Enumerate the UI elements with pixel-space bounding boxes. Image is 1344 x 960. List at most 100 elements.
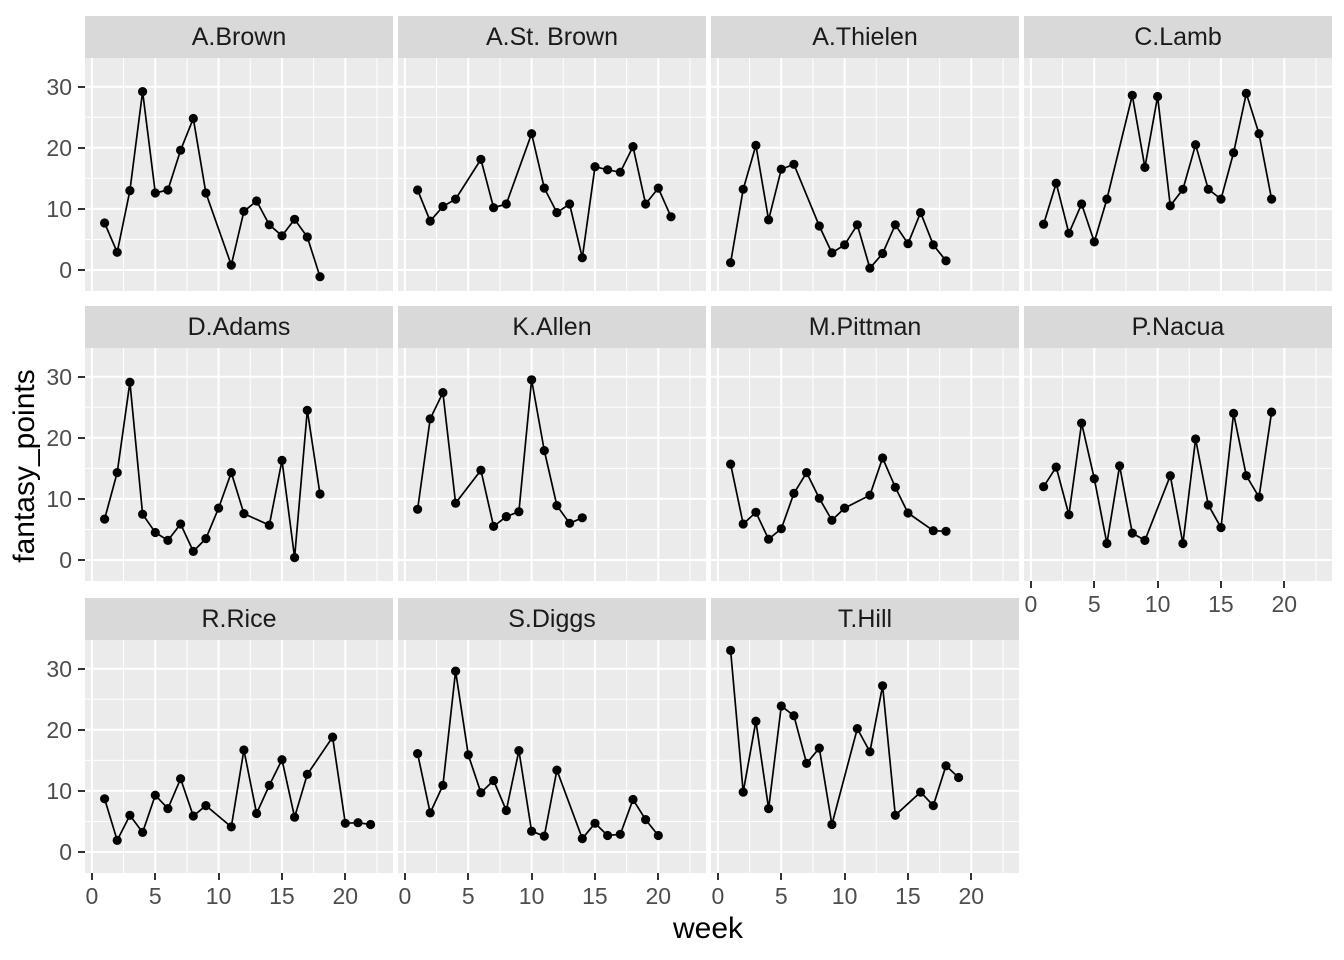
data-point <box>577 253 587 263</box>
data-point <box>751 507 761 517</box>
data-point <box>903 239 913 249</box>
data-point <box>1216 194 1226 204</box>
data-point <box>1229 408 1239 418</box>
data-point <box>163 535 173 545</box>
facet-strip-label: M.Pittman <box>711 306 1019 348</box>
data-point <box>138 509 148 519</box>
data-point <box>552 501 562 511</box>
data-point <box>1064 228 1074 238</box>
data-point <box>264 220 274 230</box>
data-point <box>112 247 122 257</box>
y-tick-label: 10 <box>46 777 72 804</box>
x-tick-label: 15 <box>895 883 921 909</box>
data-point <box>1203 184 1213 194</box>
data-point <box>425 414 435 424</box>
x-tick-mark <box>344 873 347 880</box>
data-point <box>425 808 435 818</box>
data-point <box>1267 194 1277 204</box>
x-tick-label: 0 <box>1024 591 1038 617</box>
x-tick-label: 0 <box>398 883 412 909</box>
data-point <box>125 810 135 820</box>
data-point <box>1064 510 1074 520</box>
data-point <box>890 482 900 492</box>
data-point <box>100 218 110 228</box>
data-point <box>1241 471 1251 481</box>
x-tick-mark <box>1093 581 1096 588</box>
y-tick-mark <box>78 146 85 149</box>
data-point <box>852 724 862 734</box>
data-point <box>890 220 900 230</box>
data-point <box>438 201 448 212</box>
x-tick-mark <box>843 873 846 880</box>
data-point <box>539 183 549 193</box>
data-point <box>878 453 888 463</box>
facet-panel-m-pittman <box>711 348 1019 581</box>
data-point <box>577 513 587 523</box>
data-point <box>489 521 499 531</box>
data-point <box>501 512 511 522</box>
data-point <box>764 804 774 814</box>
data-point <box>1216 523 1226 533</box>
x-tick-label: 15 <box>582 883 608 909</box>
x-tick-mark <box>716 873 719 880</box>
data-point <box>776 164 786 174</box>
facet-panel-c-lamb <box>1024 58 1332 291</box>
data-line <box>1042 90 1273 245</box>
data-point <box>666 212 676 222</box>
data-point <box>878 681 888 691</box>
data-point <box>176 519 186 529</box>
data-point <box>290 553 300 563</box>
data-point <box>1077 418 1087 428</box>
data-point <box>451 194 461 204</box>
data-point <box>451 666 461 676</box>
data-line <box>1042 411 1273 544</box>
data-point <box>125 377 135 387</box>
x-tick-mark <box>780 873 783 880</box>
data-point <box>277 455 287 465</box>
data-point <box>878 248 888 259</box>
x-tick-label: 0 <box>711 883 725 909</box>
data-point <box>501 199 511 209</box>
data-point <box>315 272 325 282</box>
data-point <box>941 256 951 266</box>
data-point <box>789 711 799 721</box>
x-tick-label: 15 <box>269 883 295 909</box>
data-point <box>163 185 173 195</box>
data-point <box>928 526 938 536</box>
data-point <box>916 208 926 218</box>
data-point <box>1178 538 1188 549</box>
data-point <box>552 765 562 775</box>
x-tick-mark <box>906 873 909 880</box>
data-point <box>738 787 748 797</box>
data-point <box>1051 462 1061 472</box>
data-point <box>302 405 312 415</box>
data-point <box>865 490 875 500</box>
y-tick-label: 10 <box>46 485 72 512</box>
y-tick-label: 30 <box>46 363 72 390</box>
data-point <box>501 805 511 816</box>
y-tick-mark <box>78 207 85 210</box>
data-point <box>112 468 122 478</box>
data-point <box>476 465 486 475</box>
data-point <box>1191 140 1201 150</box>
facet-strip-label: S.Diggs <box>398 598 706 640</box>
data-point <box>302 232 312 242</box>
x-tick-label: 5 <box>774 883 788 909</box>
data-line <box>103 734 371 843</box>
data-point <box>413 504 423 514</box>
facet-panel-s-diggs <box>398 640 706 873</box>
x-tick-label: 10 <box>1144 591 1171 617</box>
x-tick-label: 5 <box>1087 591 1101 617</box>
y-tick-label: 20 <box>46 134 72 161</box>
data-point <box>941 526 951 536</box>
y-tick-label: 0 <box>59 839 72 865</box>
x-axis-title: week <box>672 912 744 945</box>
data-point <box>150 527 160 538</box>
data-point <box>565 199 575 209</box>
x-tick-label: 5 <box>461 883 475 909</box>
data-point <box>802 468 812 478</box>
data-point <box>340 818 350 828</box>
facet-strip-label: R.Rice <box>85 598 393 640</box>
facet-strip-label: A.Thielen <box>711 16 1019 58</box>
